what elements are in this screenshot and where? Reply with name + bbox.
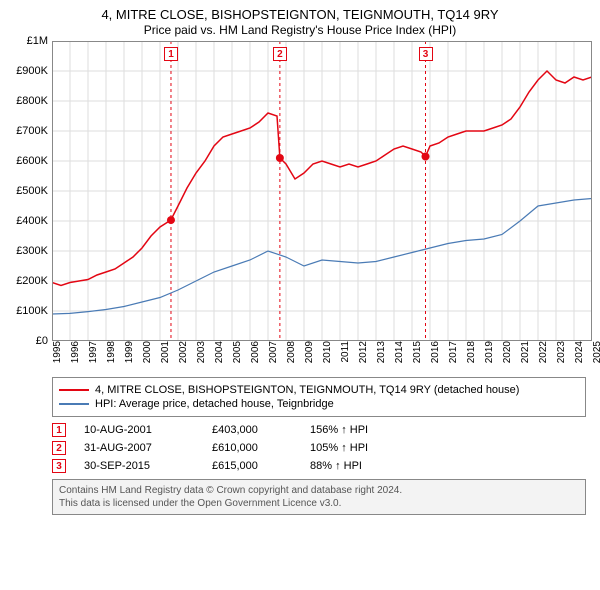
x-tick-label: 2023 — [554, 341, 567, 363]
attribution-box: Contains HM Land Registry data © Crown c… — [52, 479, 586, 515]
sale-marker: 1 — [52, 423, 66, 437]
x-tick-label: 2001 — [158, 341, 171, 363]
x-tick-label: 2011 — [338, 341, 351, 363]
legend-row: HPI: Average price, detached house, Teig… — [59, 398, 579, 410]
x-tick-label: 2006 — [248, 341, 261, 363]
y-tick-label: £800K — [16, 95, 52, 107]
sale-delta: 88% ↑ HPI — [310, 460, 362, 472]
plot-border — [52, 41, 592, 341]
price-chart: £0£100K£200K£300K£400K£500K£600K£700K£80… — [52, 41, 592, 341]
y-tick-label: £900K — [16, 65, 52, 77]
sale-price: £610,000 — [212, 442, 292, 454]
sale-date: 10-AUG-2001 — [84, 424, 194, 436]
page-title: 4, MITRE CLOSE, BISHOPSTEIGNTON, TEIGNMO… — [8, 6, 592, 23]
attribution-line: This data is licensed under the Open Gov… — [59, 497, 579, 510]
y-tick-label: £500K — [16, 185, 52, 197]
x-tick-label: 2013 — [374, 341, 387, 363]
legend-label: HPI: Average price, detached house, Teig… — [95, 398, 334, 410]
x-tick-label: 1998 — [104, 341, 117, 363]
x-tick-label: 2020 — [500, 341, 513, 363]
sale-date: 30-SEP-2015 — [84, 460, 194, 472]
y-tick-label: £100K — [16, 305, 52, 317]
x-tick-label: 2021 — [518, 341, 531, 363]
y-tick-label: £200K — [16, 275, 52, 287]
x-tick-label: 2008 — [284, 341, 297, 363]
event-marker-3: 3 — [419, 47, 433, 61]
sale-date: 31-AUG-2007 — [84, 442, 194, 454]
y-tick-label: £700K — [16, 125, 52, 137]
x-tick-label: 2012 — [356, 341, 369, 363]
sale-row: 1 10-AUG-2001 £403,000 156% ↑ HPI — [52, 423, 586, 437]
x-tick-label: 2014 — [392, 341, 405, 363]
x-tick-label: 2007 — [266, 341, 279, 363]
x-tick-label: 2009 — [302, 341, 315, 363]
sale-delta: 156% ↑ HPI — [310, 424, 368, 436]
sale-row: 3 30-SEP-2015 £615,000 88% ↑ HPI — [52, 459, 586, 473]
x-tick-label: 2000 — [140, 341, 153, 363]
x-tick-label: 2018 — [464, 341, 477, 363]
x-tick-label: 2016 — [428, 341, 441, 363]
x-tick-label: 2024 — [572, 341, 585, 363]
sales-table: 1 10-AUG-2001 £403,000 156% ↑ HPI 2 31-AUG-20… — [52, 423, 586, 473]
attribution-line: Contains HM Land Registry data © Crown c… — [59, 484, 579, 497]
y-tick-label: £1M — [27, 35, 52, 47]
legend-swatch — [59, 389, 89, 391]
event-marker-2: 2 — [273, 47, 287, 61]
sale-price: £403,000 — [212, 424, 292, 436]
sale-marker: 3 — [52, 459, 66, 473]
y-tick-label: £400K — [16, 215, 52, 227]
y-tick-label: £300K — [16, 245, 52, 257]
x-tick-label: 1999 — [122, 341, 135, 363]
x-tick-label: 2017 — [446, 341, 459, 363]
legend-row: 4, MITRE CLOSE, BISHOPSTEIGNTON, TEIGNMO… — [59, 384, 579, 396]
legend: 4, MITRE CLOSE, BISHOPSTEIGNTON, TEIGNMO… — [52, 377, 586, 417]
y-tick-label: £600K — [16, 155, 52, 167]
sale-price: £615,000 — [212, 460, 292, 472]
x-tick-label: 2015 — [410, 341, 423, 363]
x-tick-label: 1995 — [50, 341, 63, 363]
page-subtitle: Price paid vs. HM Land Registry's House … — [8, 23, 592, 37]
x-tick-label: 2022 — [536, 341, 549, 363]
x-tick-label: 2003 — [194, 341, 207, 363]
legend-swatch — [59, 403, 89, 405]
sale-row: 2 31-AUG-2007 £610,000 105% ↑ HPI — [52, 441, 586, 455]
x-tick-label: 2002 — [176, 341, 189, 363]
x-tick-label: 2025 — [590, 341, 600, 363]
sale-delta: 105% ↑ HPI — [310, 442, 368, 454]
legend-label: 4, MITRE CLOSE, BISHOPSTEIGNTON, TEIGNMO… — [95, 384, 519, 396]
x-tick-label: 1997 — [86, 341, 99, 363]
x-tick-label: 2010 — [320, 341, 333, 363]
sale-marker: 2 — [52, 441, 66, 455]
x-tick-label: 2019 — [482, 341, 495, 363]
event-marker-1: 1 — [164, 47, 178, 61]
x-tick-label: 2004 — [212, 341, 225, 363]
x-tick-label: 1996 — [68, 341, 81, 363]
x-tick-label: 2005 — [230, 341, 243, 363]
page: 4, MITRE CLOSE, BISHOPSTEIGNTON, TEIGNMO… — [0, 0, 600, 590]
